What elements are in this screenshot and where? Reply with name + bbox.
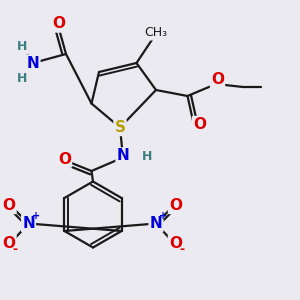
Text: -: - xyxy=(179,242,184,256)
Text: +: + xyxy=(159,211,168,221)
Text: H: H xyxy=(17,71,28,85)
Text: N: N xyxy=(117,148,129,164)
Text: S: S xyxy=(115,120,125,135)
Text: O: O xyxy=(52,16,65,32)
Text: +: + xyxy=(32,211,40,221)
Text: O: O xyxy=(169,198,182,213)
Text: O: O xyxy=(193,117,206,132)
Text: -: - xyxy=(12,242,18,256)
Text: N: N xyxy=(150,216,162,231)
Text: O: O xyxy=(2,236,16,250)
Text: N: N xyxy=(22,216,35,231)
Text: O: O xyxy=(169,236,182,250)
Text: CH₃: CH₃ xyxy=(144,26,168,40)
Text: O: O xyxy=(2,198,16,213)
Text: O: O xyxy=(58,152,71,166)
Text: O: O xyxy=(211,72,224,87)
Text: N: N xyxy=(27,56,39,70)
Text: H: H xyxy=(142,149,152,163)
Text: H: H xyxy=(17,40,28,53)
